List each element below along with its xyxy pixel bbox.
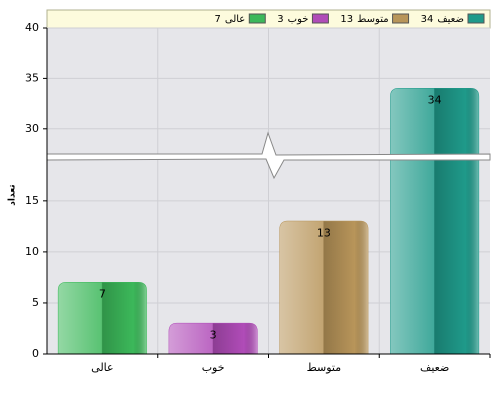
data-label: 7	[99, 288, 106, 301]
x-tick-label: متوسط	[307, 361, 342, 374]
legend-label: عالی	[225, 14, 245, 25]
legend-value: 34	[421, 14, 434, 25]
legend-value: 3	[277, 14, 283, 25]
bar-shade	[169, 323, 258, 354]
legend-swatch	[311, 13, 329, 24]
legend-label: متوسط	[357, 14, 388, 25]
x-tick-label: ضعیف	[420, 361, 449, 374]
y-tick-label: 15	[25, 194, 39, 207]
legend-value: 13	[340, 14, 353, 25]
y-tick-label: 0	[32, 347, 39, 360]
data-label: 13	[317, 226, 331, 239]
legend-swatch	[467, 13, 485, 24]
y-tick-label: 30	[25, 122, 39, 135]
y-tick-label: 40	[25, 21, 39, 34]
legend-value: 7	[215, 14, 221, 25]
bar-shade	[279, 221, 368, 354]
axis-break	[46, 131, 491, 180]
y-axis-label: تعداد	[8, 184, 18, 205]
data-label: 3	[210, 328, 217, 341]
legend-label: خوب	[288, 14, 309, 25]
legend-label: ضعیف	[437, 14, 464, 25]
x-tick-label: عالی	[91, 361, 113, 374]
data-label: 34	[428, 93, 442, 106]
legend-swatch	[248, 13, 266, 24]
x-tick-label: خوب	[202, 361, 225, 374]
bar-shade	[58, 282, 147, 354]
y-tick-label: 35	[25, 71, 39, 84]
y-tick-label: 10	[25, 245, 39, 258]
y-tick-label: 5	[32, 296, 39, 309]
legend-swatch	[392, 13, 410, 24]
bar-shade	[390, 88, 479, 354]
